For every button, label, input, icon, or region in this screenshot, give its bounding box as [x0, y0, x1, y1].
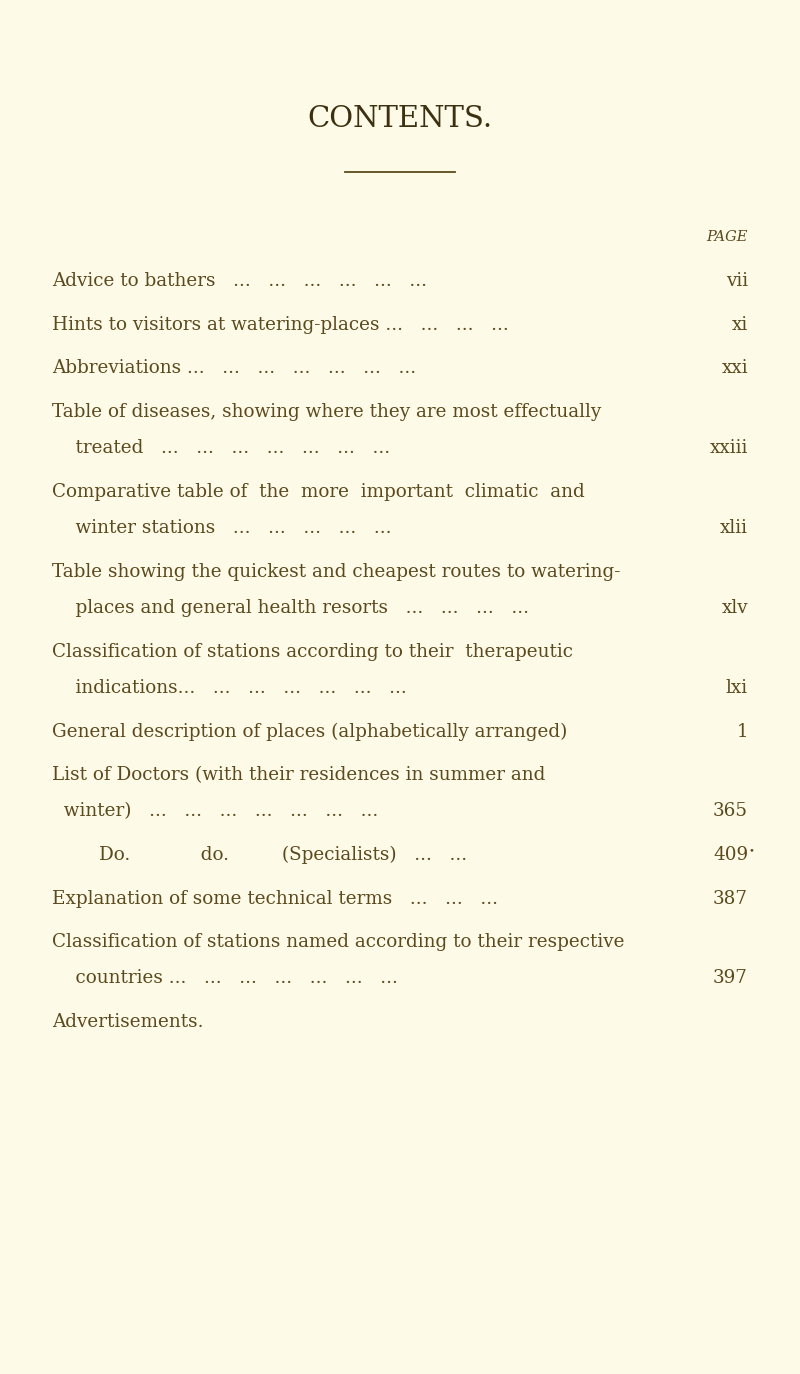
Text: winter stations   ...   ...   ...   ...   ...: winter stations ... ... ... ... ...	[52, 518, 391, 536]
Text: Advertisements.: Advertisements.	[52, 1013, 203, 1030]
Text: Advice to bathers   ...   ...   ...   ...   ...   ...: Advice to bathers ... ... ... ... ... ..…	[52, 272, 427, 290]
Text: treated   ...   ...   ...   ...   ...   ...   ...: treated ... ... ... ... ... ... ...	[52, 438, 390, 456]
Text: Table showing the quickest and cheapest routes to watering-: Table showing the quickest and cheapest …	[52, 562, 620, 580]
Text: Abbreviations ...   ...   ...   ...   ...   ...   ...: Abbreviations ... ... ... ... ... ... ..…	[52, 359, 416, 376]
Text: 397: 397	[713, 969, 748, 987]
Text: xlv: xlv	[722, 599, 748, 617]
Text: winter)   ...   ...   ...   ...   ...   ...   ...: winter) ... ... ... ... ... ... ...	[52, 802, 378, 820]
Text: Table of diseases, showing where they are most effectually: Table of diseases, showing where they ar…	[52, 403, 602, 420]
Text: General description of places (alphabetically arranged): General description of places (alphabeti…	[52, 723, 567, 741]
Text: •: •	[749, 846, 755, 855]
Text: indications...   ...   ...   ...   ...   ...   ...: indications... ... ... ... ... ... ...	[52, 679, 406, 697]
Text: PAGE: PAGE	[706, 229, 748, 245]
Text: 1: 1	[736, 723, 748, 741]
Text: Comparative table of  the  more  important  climatic  and: Comparative table of the more important …	[52, 482, 585, 500]
Text: Classification of stations named according to their respective: Classification of stations named accordi…	[52, 933, 625, 951]
Text: Explanation of some technical terms   ...   ...   ...: Explanation of some technical terms ... …	[52, 889, 498, 907]
Text: xi: xi	[732, 316, 748, 334]
Text: xxi: xxi	[722, 359, 748, 376]
Text: places and general health resorts   ...   ...   ...   ...: places and general health resorts ... ..…	[52, 599, 529, 617]
Text: 387: 387	[713, 889, 748, 907]
Text: xlii: xlii	[720, 518, 748, 536]
Text: Do.            do.         (Specialists)   ...   ...: Do. do. (Specialists) ... ...	[52, 846, 467, 864]
Text: xxiii: xxiii	[710, 438, 748, 456]
Text: List of Doctors (with their residences in summer and: List of Doctors (with their residences i…	[52, 765, 546, 785]
Text: 365: 365	[713, 802, 748, 820]
Text: Hints to visitors at watering-places ...   ...   ...   ...: Hints to visitors at watering-places ...…	[52, 316, 509, 334]
Text: lxi: lxi	[726, 679, 748, 697]
Text: Classification of stations according to their  therapeutic: Classification of stations according to …	[52, 643, 573, 661]
Text: 409: 409	[713, 846, 748, 864]
Text: vii: vii	[726, 272, 748, 290]
Text: countries ...   ...   ...   ...   ...   ...   ...: countries ... ... ... ... ... ... ...	[52, 969, 398, 987]
Text: CONTENTS.: CONTENTS.	[307, 104, 493, 133]
